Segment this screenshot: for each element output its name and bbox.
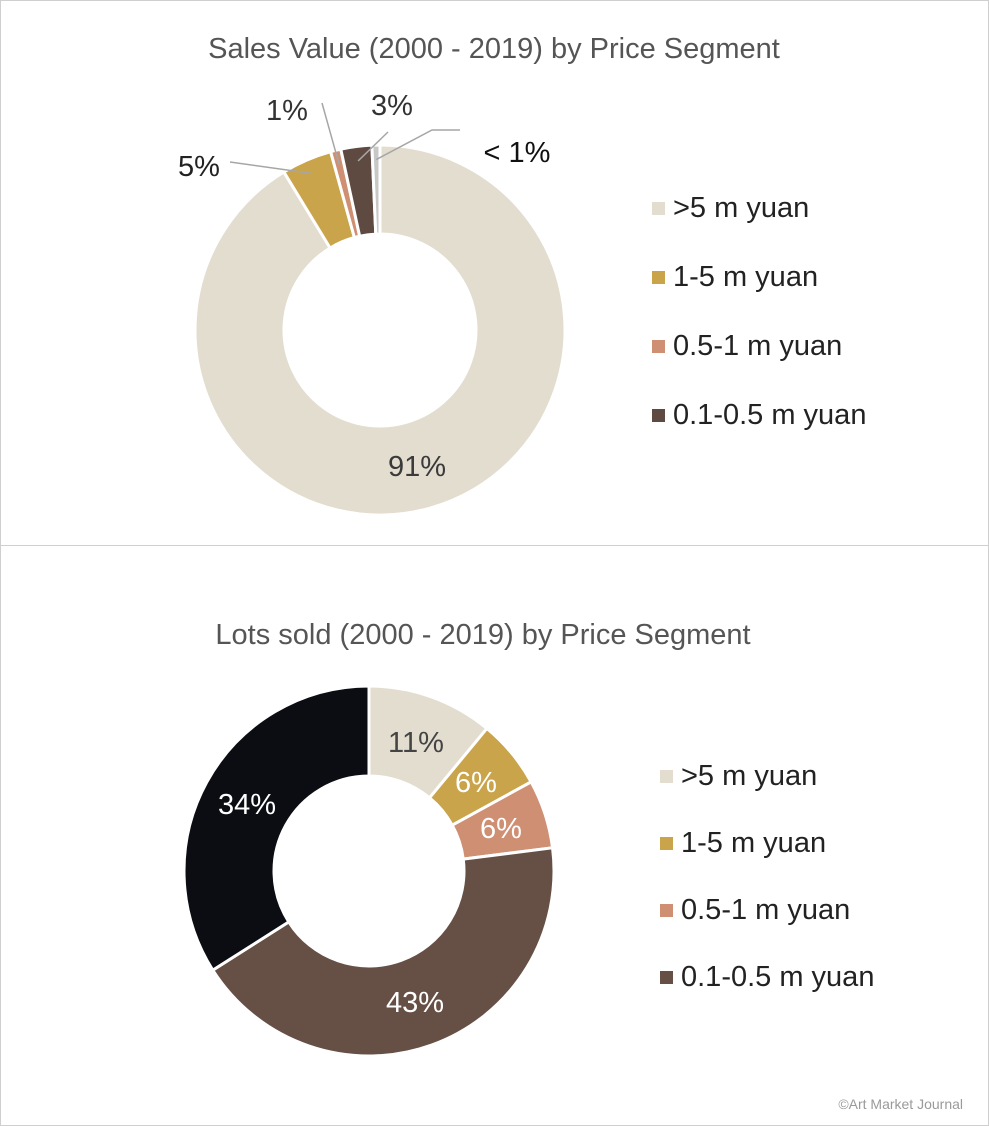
legend-label-5-m-yuan: >5 m yuan	[681, 760, 817, 792]
legend-swatch-0-1-0-5-m-yuan	[652, 409, 665, 422]
chart-1-data-label-4: 3%	[371, 90, 413, 122]
chart-2-slice-5	[182, 684, 371, 973]
chart-2-title: Lots sold (2000 - 2019) by Price Segment	[215, 619, 750, 651]
chart-2-slice-4	[210, 846, 556, 1058]
chart-1-leader-line-3	[321, 102, 340, 165]
panel-divider	[0, 545, 989, 546]
chart-2-data-label-5: 34%	[218, 789, 276, 821]
legend-label-0-5-1-m-yuan: 0.5-1 m yuan	[681, 894, 850, 926]
legend-label-0-1-0-5-m-yuan: 0.1-0.5 m yuan	[673, 399, 866, 431]
chart-1-title: Sales Value (2000 - 2019) by Price Segme…	[208, 33, 780, 65]
chart-1-slice-1	[193, 143, 567, 517]
copyright-credit: ©Art Market Journal	[838, 1096, 963, 1112]
legend-swatch-0-5-1-m-yuan	[652, 340, 665, 353]
legend-swatch-0-5-1-m-yuan	[660, 904, 673, 917]
chart-1-data-label-3: 1%	[266, 95, 308, 127]
chart-2-data-label-3: 6%	[480, 813, 522, 845]
chart-1-leader-line-5	[375, 129, 460, 161]
legend-label-5-m-yuan: >5 m yuan	[673, 192, 809, 224]
chart-1-leader-line-2	[229, 161, 313, 175]
legend-swatch-1-5-m-yuan	[660, 837, 673, 850]
chart-2-data-label-1: 11%	[388, 727, 444, 759]
legend-swatch-5-m-yuan	[652, 202, 665, 215]
chart-2-data-label-2: 6%	[455, 767, 497, 799]
chart-1-data-label-5: < 1%	[484, 137, 551, 169]
legend-swatch-5-m-yuan	[660, 770, 673, 783]
chart-1-leader-line-4	[357, 131, 389, 162]
chart-1-data-label-2: 5%	[178, 151, 220, 183]
chart-1-data-label-1: 91%	[388, 451, 446, 483]
chart-2-data-label-4: 43%	[386, 987, 444, 1019]
legend-label-1-5-m-yuan: 1-5 m yuan	[681, 827, 826, 859]
legend-label-0-5-1-m-yuan: 0.5-1 m yuan	[673, 330, 842, 362]
legend-label-1-5-m-yuan: 1-5 m yuan	[673, 261, 818, 293]
legend-label-0-1-0-5-m-yuan: 0.1-0.5 m yuan	[681, 961, 874, 993]
legend-swatch-0-1-0-5-m-yuan	[660, 971, 673, 984]
legend-swatch-1-5-m-yuan	[652, 271, 665, 284]
